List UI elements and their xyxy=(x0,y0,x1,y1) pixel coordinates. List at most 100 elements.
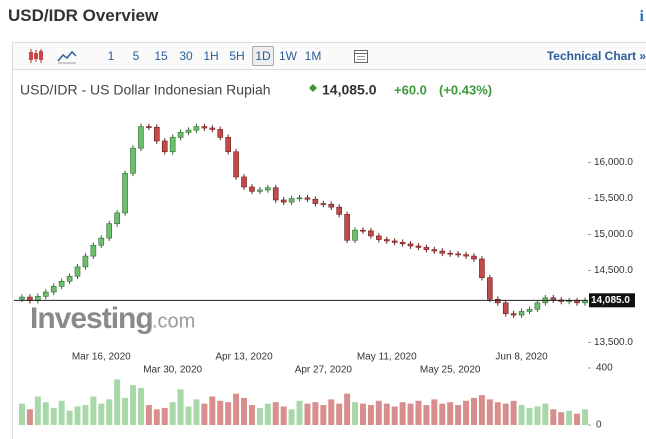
volume-bar xyxy=(359,403,366,425)
interval-button[interactable]: 5H xyxy=(229,49,245,63)
candle-body xyxy=(288,198,295,203)
volume-bar xyxy=(502,403,509,425)
candle-body xyxy=(376,235,382,240)
x-tick-label: Mar 16, 2020 xyxy=(72,352,131,363)
volume-bar xyxy=(256,407,263,425)
candle-body xyxy=(415,245,422,248)
info-icon[interactable]: i xyxy=(639,8,644,25)
y-tick-label: 13,500.0 xyxy=(594,337,633,348)
up-arrow xyxy=(309,84,317,92)
volume-bar xyxy=(328,399,335,425)
volume-bar xyxy=(137,387,144,425)
candle-body xyxy=(66,275,73,282)
candle-body xyxy=(185,129,192,133)
candle-body xyxy=(217,129,224,138)
toolbar: Technical Chart » 1 5 15 30 1H 5H 1D 1W 1M xyxy=(12,42,646,70)
volume-bar xyxy=(439,403,446,425)
candle-body xyxy=(368,230,374,237)
candle-body xyxy=(479,258,485,278)
watermark-suffix: .com xyxy=(152,310,195,332)
volume-bar xyxy=(304,403,311,425)
interval-button[interactable]: 15 xyxy=(154,49,168,63)
last-price: 14,085.0 xyxy=(322,82,377,98)
x-tick-label: Jun 8, 2020 xyxy=(495,352,548,363)
candle-body xyxy=(399,242,406,245)
candle-body xyxy=(19,296,25,300)
volume-bar xyxy=(463,400,470,425)
volume-bar xyxy=(169,402,176,425)
candle-body xyxy=(447,252,453,255)
interval-button[interactable]: 1 xyxy=(107,49,115,63)
candle-body xyxy=(161,140,168,153)
candle-body xyxy=(471,255,477,260)
volume-bar xyxy=(494,402,501,425)
volume-bar xyxy=(478,395,485,425)
candle-body xyxy=(360,229,366,232)
calendar-icon[interactable] xyxy=(353,48,369,64)
interval-button[interactable]: 5 xyxy=(132,49,140,63)
volume-bar xyxy=(470,397,477,425)
interval-button[interactable]: 1M xyxy=(304,49,322,63)
candle-body xyxy=(550,297,557,301)
volume-bar xyxy=(526,407,533,425)
candle-body xyxy=(42,291,49,297)
volume-bar xyxy=(486,399,493,425)
candle-body xyxy=(146,126,152,128)
candle-body xyxy=(391,240,398,243)
candle-body xyxy=(280,199,287,203)
candle-body xyxy=(122,173,128,214)
candle-body xyxy=(502,302,509,314)
candle-icon[interactable] xyxy=(27,48,45,64)
candle-body xyxy=(344,214,350,241)
interval-button[interactable]: 1D xyxy=(252,46,274,66)
candle-body xyxy=(383,239,390,242)
candle-body xyxy=(320,203,327,205)
candle-body xyxy=(58,280,65,287)
volume-bar xyxy=(447,402,454,425)
candle-body xyxy=(201,126,208,129)
technical-chart-link[interactable]: Technical Chart » xyxy=(546,49,646,63)
volume-bar xyxy=(383,403,390,425)
volume-bar xyxy=(320,405,327,425)
volume-bar xyxy=(288,409,295,425)
volume-bar xyxy=(58,400,65,425)
candle-body xyxy=(423,247,430,250)
volume-bar xyxy=(66,410,73,425)
candle-body xyxy=(177,132,184,138)
candle-body xyxy=(154,127,160,142)
candle-body xyxy=(336,206,342,215)
x-tick-label: May 11, 2020 xyxy=(357,352,417,363)
line-icon[interactable] xyxy=(57,48,77,64)
volume-bar xyxy=(153,409,160,425)
candle-body xyxy=(431,249,438,252)
volume-bar xyxy=(90,396,97,425)
candle-body xyxy=(209,127,216,130)
volume-bar xyxy=(34,396,41,425)
volume-bar xyxy=(122,397,129,425)
chart-title: USD/IDR - US Dollar Indonesian Rupiah xyxy=(20,82,271,98)
volume-bar xyxy=(50,407,57,425)
volume-bar xyxy=(510,400,517,425)
last-price-box xyxy=(589,293,635,308)
candle-body xyxy=(272,187,279,201)
candle-body xyxy=(510,313,517,316)
volume-bar xyxy=(241,397,248,425)
interval-button[interactable]: 30 xyxy=(179,49,193,63)
volume-bar xyxy=(19,403,25,425)
volume-bar xyxy=(558,412,565,425)
candle-body xyxy=(90,244,97,257)
volume-bar xyxy=(193,399,200,425)
candle-body xyxy=(225,137,231,153)
interval-button[interactable]: 1W xyxy=(279,49,297,63)
candle-body xyxy=(74,266,81,277)
volume-bar xyxy=(582,409,588,425)
volume-bar xyxy=(518,405,525,425)
interval-button[interactable]: 1H xyxy=(203,49,219,63)
candle-body xyxy=(352,229,358,241)
volume-bar xyxy=(248,405,255,425)
candle-body xyxy=(494,298,501,304)
volume-bar xyxy=(542,403,549,425)
candle-body xyxy=(130,147,136,174)
volume-bar xyxy=(352,402,359,425)
